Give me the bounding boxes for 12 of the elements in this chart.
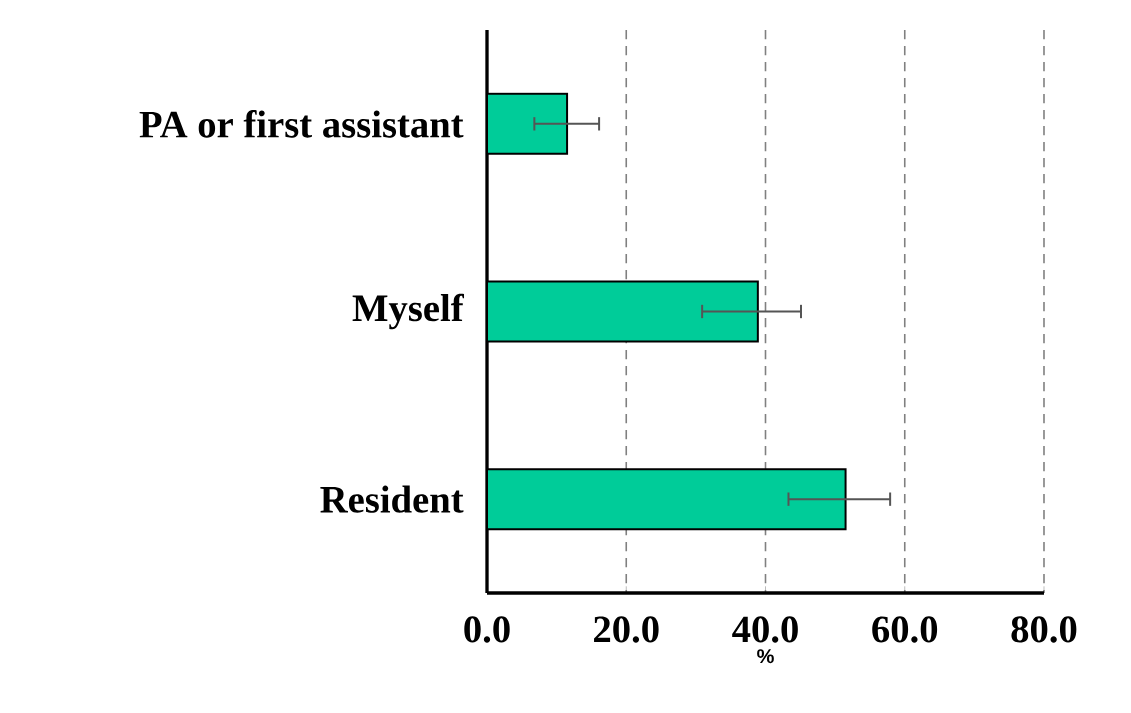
bar (487, 92, 569, 155)
y-tick-label: PA or first assistant (139, 110, 464, 138)
x-tick-label: 40.0 (732, 616, 798, 643)
x-tick-label: 60.0 (872, 616, 938, 643)
y-tick-label: Myself (352, 293, 465, 330)
x-axis-title: % (757, 649, 774, 664)
x-tick-label: 20.0 (594, 616, 659, 643)
x-tick-label: 80.0 (1011, 616, 1077, 643)
y-tick-label: Resident (320, 485, 464, 513)
bar (487, 280, 759, 343)
x-tick-label: 0.0 (464, 616, 510, 643)
bar (487, 468, 847, 531)
